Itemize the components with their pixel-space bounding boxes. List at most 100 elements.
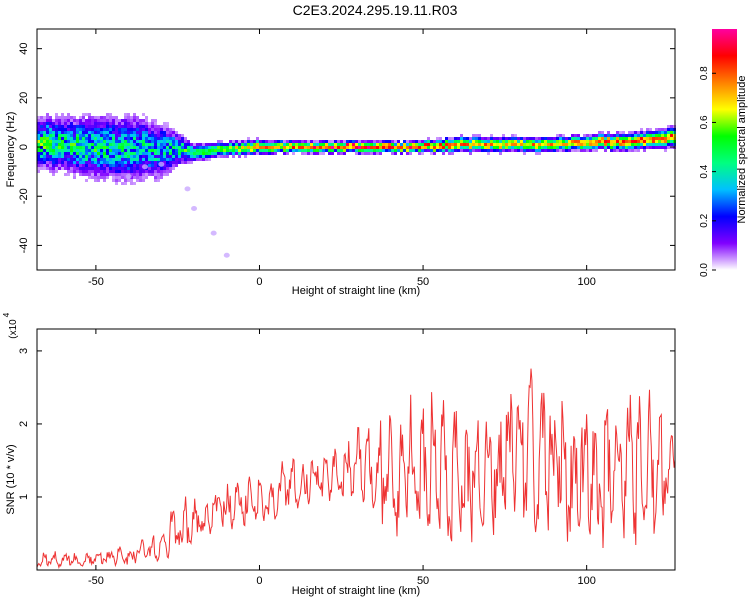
- heatmap-cell: [535, 152, 538, 155]
- heatmap-cell: [667, 140, 670, 143]
- heatmap-cell: [103, 155, 106, 158]
- heatmap-cell: [127, 158, 130, 161]
- colorbar-ticks: 0.00.20.40.60.8: [699, 66, 716, 277]
- heatmap-cell: [79, 149, 82, 152]
- heatmap-cell: [115, 164, 118, 167]
- heatmap-cell: [79, 161, 82, 164]
- heatmap-cell: [148, 155, 151, 158]
- heatmap-cell: [199, 143, 202, 146]
- heatmap-cell: [121, 122, 124, 125]
- heatmap-cell: [208, 155, 211, 158]
- heatmap-cell: [589, 137, 592, 140]
- heatmap-cell: [124, 173, 127, 176]
- heatmap-cell: [82, 170, 85, 173]
- heatmap-cell: [574, 146, 577, 149]
- heatmap-cell: [79, 122, 82, 125]
- heatmap-cell: [358, 140, 361, 143]
- heatmap-cell: [142, 137, 145, 140]
- heatmap-cell: [532, 137, 535, 140]
- heatmap-cell: [196, 146, 199, 149]
- heatmap-cell: [592, 137, 595, 140]
- heatmap-cell: [184, 155, 187, 158]
- heatmap-cell: [337, 140, 340, 143]
- heatmap-cell: [133, 140, 136, 143]
- heatmap-cell: [55, 116, 58, 119]
- heatmap-cell: [481, 140, 484, 143]
- heatmap-cell: [202, 152, 205, 155]
- heatmap-cell: [118, 176, 121, 179]
- x-tick-label: 0: [256, 575, 262, 587]
- heatmap-cell: [133, 164, 136, 167]
- heatmap-cell: [157, 131, 160, 134]
- heatmap-cell: [634, 131, 637, 134]
- heatmap-cell: [208, 143, 211, 146]
- heatmap-cell: [52, 173, 55, 176]
- heatmap-cell: [382, 143, 385, 146]
- heatmap-cell: [541, 143, 544, 146]
- heatmap-cell: [61, 134, 64, 137]
- heatmap-cell: [598, 146, 601, 149]
- heatmap-cell: [82, 143, 85, 146]
- heatmap-cell: [94, 176, 97, 179]
- heatmap-cell: [49, 158, 52, 161]
- heatmap-cell: [148, 128, 151, 131]
- heatmap-cell: [439, 146, 442, 149]
- heatmap-cell: [88, 152, 91, 155]
- heatmap-cell: [118, 128, 121, 131]
- heatmap-cell: [94, 158, 97, 161]
- heatmap-cell: [70, 140, 73, 143]
- heatmap-cell: [607, 143, 610, 146]
- heatmap-cell: [616, 146, 619, 149]
- heatmap-cell: [550, 140, 553, 143]
- heatmap-cell: [436, 140, 439, 143]
- heatmap-cell: [46, 119, 49, 122]
- heatmap-cell: [97, 164, 100, 167]
- heatmap-cell: [406, 149, 409, 152]
- heatmap-cell: [571, 140, 574, 143]
- heatmap-cell: [448, 143, 451, 146]
- heatmap-cell: [442, 149, 445, 152]
- heatmap-cell: [571, 146, 574, 149]
- heatmap-cell: [67, 128, 70, 131]
- spectrogram-scatter-points: [125, 161, 230, 258]
- heatmap-cell: [508, 137, 511, 140]
- heatmap-cell: [124, 152, 127, 155]
- heatmap-cell: [196, 152, 199, 155]
- heatmap-cell: [274, 152, 277, 155]
- heatmap-cell: [388, 149, 391, 152]
- heatmap-cell: [58, 152, 61, 155]
- heatmap-cell: [283, 143, 286, 146]
- heatmap-cell: [151, 167, 154, 170]
- heatmap-cell: [121, 164, 124, 167]
- heatmap-cell: [490, 143, 493, 146]
- heatmap-cell: [169, 155, 172, 158]
- heatmap-cell: [436, 146, 439, 149]
- heatmap-cell: [445, 143, 448, 146]
- heatmap-cell: [79, 173, 82, 176]
- heatmap-cell: [340, 143, 343, 146]
- heatmap-cell: [319, 152, 322, 155]
- heatmap-cell: [133, 158, 136, 161]
- scatter-point: [141, 164, 148, 170]
- heatmap-cell: [598, 134, 601, 137]
- spectrogram-y-axis-label: Frequency (Hz): [5, 112, 17, 188]
- heatmap-cell: [88, 134, 91, 137]
- heatmap-cell: [64, 146, 67, 149]
- heatmap-cell: [103, 161, 106, 164]
- heatmap-cell: [202, 143, 205, 146]
- heatmap-cell: [148, 140, 151, 143]
- heatmap-cell: [106, 146, 109, 149]
- heatmap-cell: [199, 158, 202, 161]
- heatmap-cell: [181, 161, 184, 164]
- heatmap-cell: [70, 122, 73, 125]
- heatmap-cell: [127, 170, 130, 173]
- heatmap-cell: [142, 143, 145, 146]
- heatmap-cell: [82, 131, 85, 134]
- heatmap-cell: [73, 167, 76, 170]
- heatmap-cell: [481, 143, 484, 146]
- heatmap-cell: [37, 149, 40, 152]
- heatmap-cell: [577, 143, 580, 146]
- heatmap-cell: [118, 146, 121, 149]
- heatmap-cell: [52, 167, 55, 170]
